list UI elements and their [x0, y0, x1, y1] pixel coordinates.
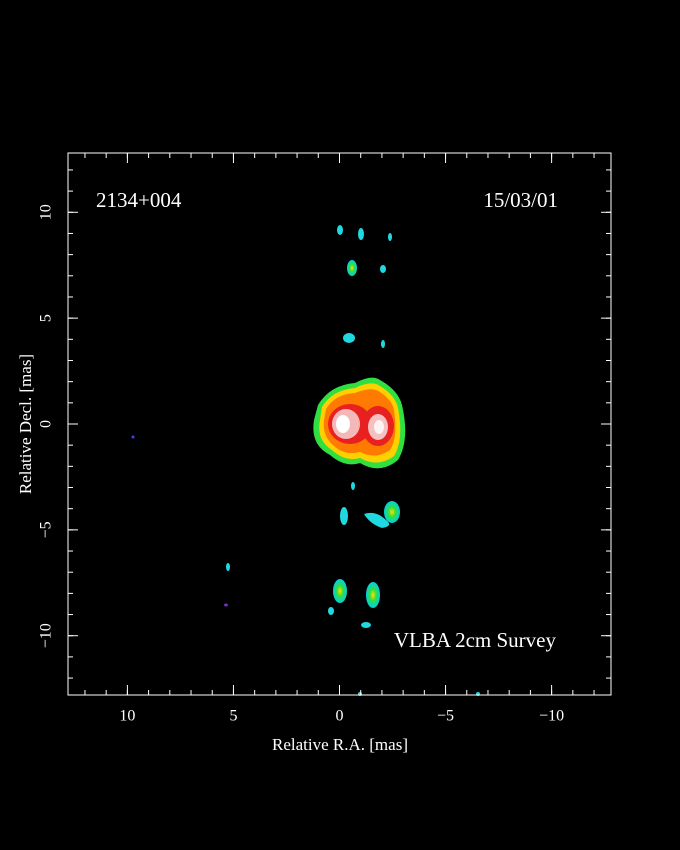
- source-emission: [131, 225, 480, 696]
- epoch: 15/03/01: [483, 188, 558, 212]
- x-tick-label: 0: [336, 708, 344, 725]
- survey-label: VLBA 2cm Survey: [394, 628, 557, 652]
- x-tick-label: −5: [437, 708, 454, 725]
- y-tick-label: 0: [38, 420, 55, 428]
- y-axis-label: Relative Decl. [mas]: [16, 354, 35, 494]
- x-axis-label: Relative R.A. [mas]: [272, 735, 408, 754]
- y-tick-label: 5: [38, 314, 55, 322]
- y-tick-label: 10: [38, 204, 55, 220]
- source-name: 2134+004: [96, 188, 182, 212]
- x-tick-label: 10: [119, 708, 135, 725]
- y-tick-label: −5: [38, 521, 55, 538]
- x-tick-label: 5: [229, 708, 237, 725]
- x-tick-label: −10: [539, 708, 564, 725]
- y-tick-label: −10: [38, 623, 55, 648]
